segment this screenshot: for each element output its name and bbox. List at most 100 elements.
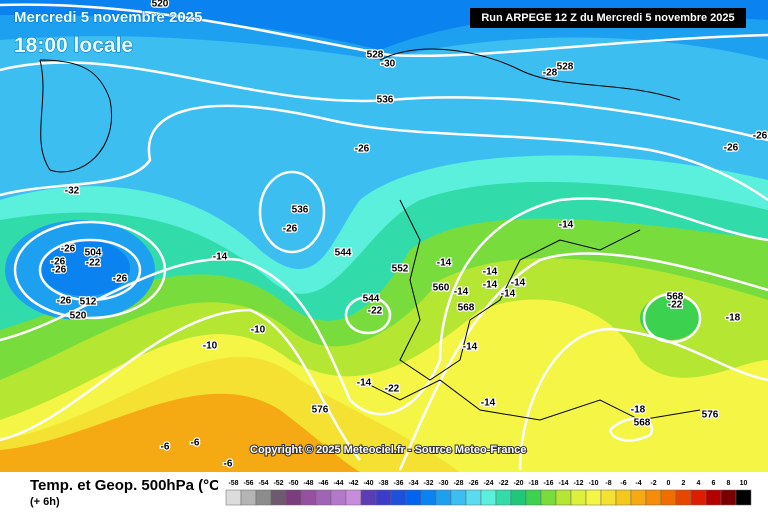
legend-swatch <box>630 489 647 506</box>
geopotential-contours <box>0 3 768 471</box>
map-label: 512 <box>80 297 97 308</box>
run-box <box>470 8 746 28</box>
legend-label: 6 <box>712 480 716 487</box>
map-label: -26 <box>113 274 128 285</box>
legend-label: -42 <box>348 480 358 487</box>
legend-swatch <box>300 489 317 506</box>
map-label: -14 <box>357 378 372 389</box>
legend-swatch <box>375 489 392 506</box>
legend-swatch <box>270 489 287 506</box>
legend-swatch <box>465 489 482 506</box>
legend-label: -16 <box>543 480 553 487</box>
legend-label: -54 <box>258 480 268 487</box>
legend-label: -24 <box>483 480 493 487</box>
map-label: 528 <box>557 62 574 73</box>
legend-label: -28 <box>453 480 463 487</box>
legend-swatch <box>555 489 572 506</box>
map-label: -22 <box>368 306 383 317</box>
legend-swatch <box>540 489 557 506</box>
legend-swatch <box>420 489 437 506</box>
legend-label: -8 <box>605 480 611 487</box>
map-label: 576 <box>312 405 329 416</box>
legend-swatch <box>690 489 707 506</box>
legend-label: -18 <box>528 480 538 487</box>
map-label: -10 <box>203 341 218 352</box>
map-label: -14 <box>454 287 469 298</box>
map-label: 544 <box>363 294 380 305</box>
legend-swatch <box>660 489 677 506</box>
map-label: -26 <box>57 296 72 307</box>
map-label: -14 <box>437 258 452 269</box>
legend-swatch <box>480 489 497 506</box>
date: Mercredi 5 novembre 2025 <box>14 9 202 26</box>
map-label: 568 <box>667 292 684 303</box>
legend-label: -32 <box>423 480 433 487</box>
map-label: -22 <box>86 258 101 269</box>
lead-time: (+ 6h) <box>30 496 60 508</box>
run-info: Run ARPEGE 12 Z du Mercredi 5 novembre 2… <box>481 12 734 24</box>
map-label: -6 <box>191 438 200 449</box>
legend-swatch <box>720 489 737 506</box>
map-label: -6 <box>161 442 170 453</box>
map-label: -18 <box>631 405 646 416</box>
legend-swatch <box>675 489 692 506</box>
legend-swatch <box>735 489 752 506</box>
map-label: -32 <box>65 186 80 197</box>
legend-swatch <box>510 489 527 506</box>
map-label: -14 <box>501 289 516 300</box>
map-label: 544 <box>335 248 352 259</box>
coastlines <box>39 48 701 421</box>
legend-label: -36 <box>393 480 403 487</box>
legend-swatch <box>585 489 602 506</box>
legend-label: -6 <box>620 480 626 487</box>
legend-label: -20 <box>513 480 523 487</box>
legend-swatch <box>390 489 407 506</box>
legend-label: -56 <box>243 480 253 487</box>
map-label: 568 <box>634 418 651 429</box>
legend-swatch <box>255 489 272 506</box>
map-label: 520 <box>152 0 169 10</box>
map-label: -14 <box>483 267 498 278</box>
legend-swatch <box>495 489 512 506</box>
map-field <box>0 0 768 472</box>
map-label: -6 <box>224 459 233 470</box>
legend-swatch <box>615 489 632 506</box>
map-label: 536 <box>292 205 309 216</box>
legend-label: -46 <box>318 480 328 487</box>
legend-swatch <box>450 489 467 506</box>
legend-label: -58 <box>228 480 238 487</box>
legend-swatch <box>705 489 722 506</box>
map-label: -26 <box>52 265 67 276</box>
legend-label: 0 <box>667 480 671 487</box>
map-label: 536 <box>377 95 394 106</box>
map-label: -26 <box>724 143 739 154</box>
map-label: -22 <box>385 384 400 395</box>
time: 18:00 locale <box>14 34 133 57</box>
legend-label: 4 <box>697 480 701 487</box>
legend-swatch <box>345 489 362 506</box>
map-label: -14 <box>483 280 498 291</box>
legend-label: -48 <box>303 480 313 487</box>
legend-label: 2 <box>682 480 686 487</box>
legend-label: -22 <box>498 480 508 487</box>
legend-swatch <box>285 489 302 506</box>
map-label: 552 <box>392 264 409 275</box>
legend-swatch <box>315 489 332 506</box>
legend-label: -44 <box>333 480 343 487</box>
map-label: -18 <box>726 313 741 324</box>
map-label: -14 <box>463 342 478 353</box>
map-label: -14 <box>213 252 228 263</box>
legend-label: -52 <box>273 480 283 487</box>
legend-label: 8 <box>727 480 731 487</box>
legend-swatch <box>330 489 347 506</box>
color-legend: -58 -56 -54 -52 -50 -48 -46 -44 -42 -40 -38 -36 -34-… <box>225 480 752 506</box>
legend-swatch <box>225 489 242 506</box>
map-label: -26 <box>51 257 66 268</box>
legend-swatch <box>525 489 542 506</box>
legend-label: -12 <box>573 480 583 487</box>
map-label: -14 <box>559 220 574 231</box>
legend-label: -30 <box>438 480 448 487</box>
map-label: 520 <box>70 311 87 322</box>
legend-label: -50 <box>288 480 298 487</box>
